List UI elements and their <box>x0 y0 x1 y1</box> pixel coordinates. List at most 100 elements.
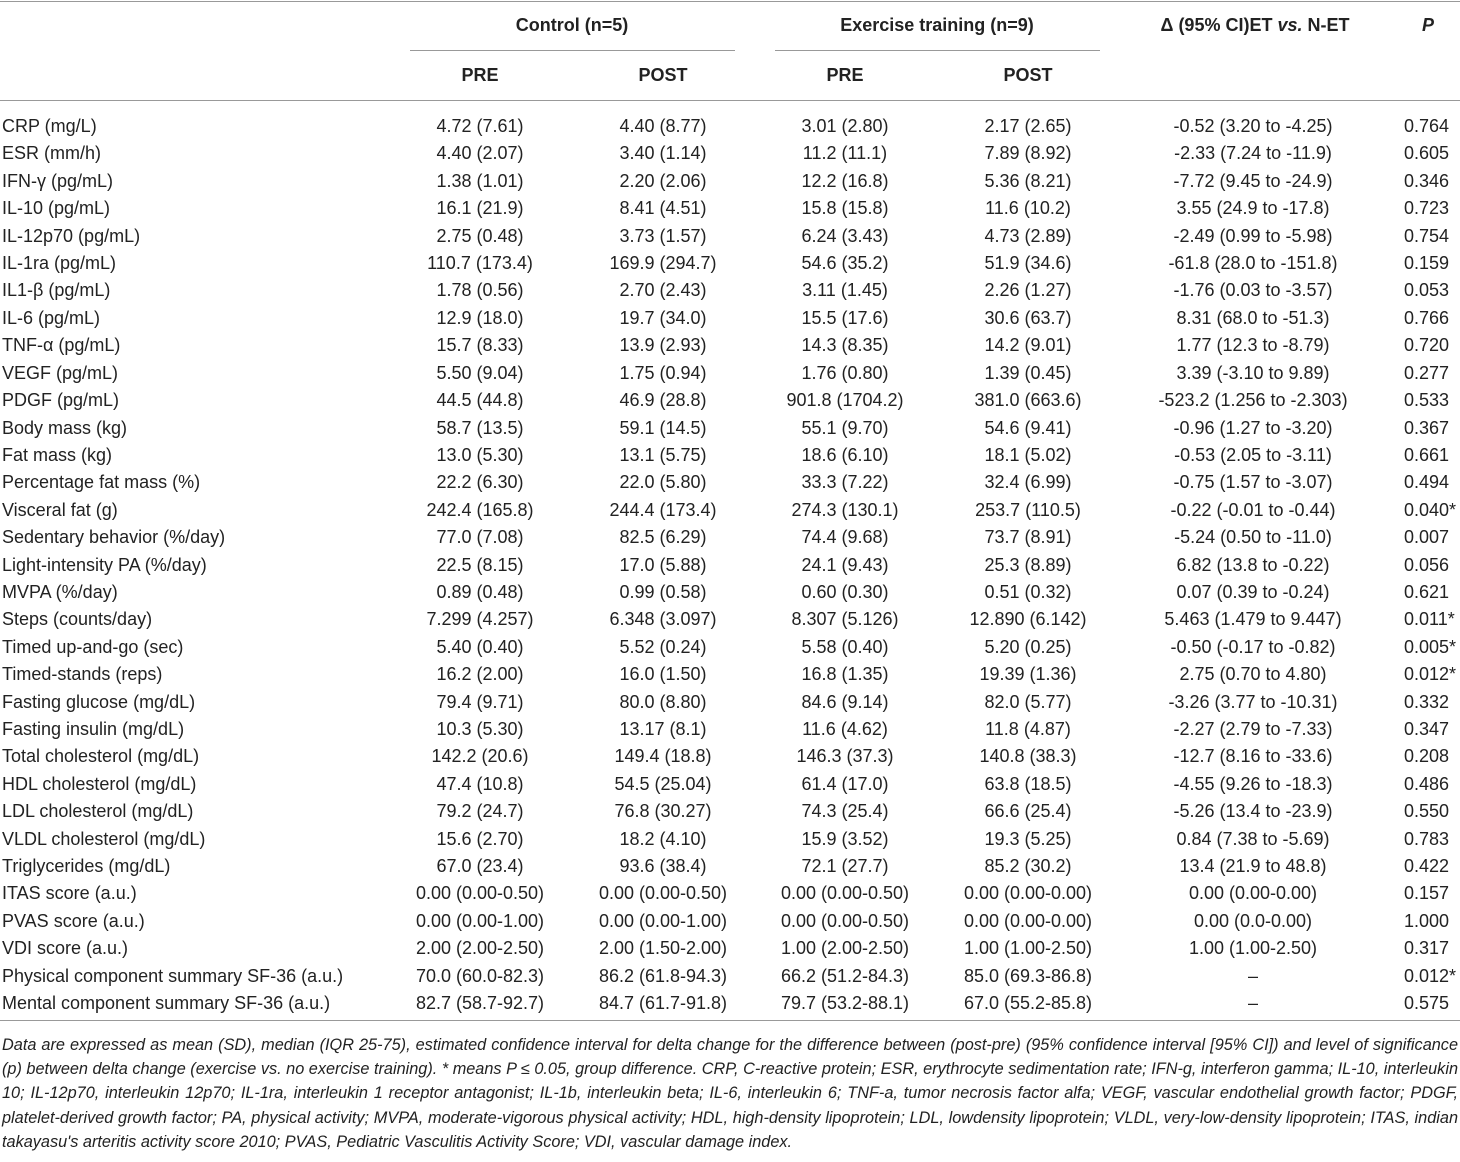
p-value: 0.053 <box>1404 280 1450 301</box>
rule <box>0 100 1460 101</box>
cell: 54.6 (35.2) <box>801 253 889 274</box>
column-header: POST <box>638 65 688 85</box>
cell: 16.1 (21.9) <box>436 198 524 219</box>
column-header: POST <box>1003 65 1053 85</box>
cell: 149.4 (18.8) <box>614 746 712 767</box>
cell: 0.84 (7.38 to -5.69) <box>1176 828 1330 849</box>
row-label: IL-1ra (pg/mL) <box>2 253 117 274</box>
header-text: Δ (95% CI)ET <box>1160 15 1278 35</box>
cell: 22.0 (5.80) <box>619 472 707 493</box>
cell: 142.2 (20.6) <box>431 746 529 767</box>
cell: -0.53 (2.05 to -3.11) <box>1174 444 1332 465</box>
cell: – <box>1247 965 1258 986</box>
cell: 74.4 (9.68) <box>801 527 889 548</box>
cell: 82.5 (6.29) <box>619 527 707 548</box>
cell: 15.9 (3.52) <box>801 828 889 849</box>
p-value: 0.764 <box>1404 116 1450 136</box>
cell: 16.2 (2.00) <box>436 664 524 685</box>
cell: 0.00 (0.00-0.00) <box>963 883 1093 904</box>
cell: 30.6 (63.7) <box>984 307 1072 328</box>
p-value: 0.766 <box>1404 307 1450 328</box>
cell: -4.55 (9.26 to -18.3) <box>1173 773 1333 794</box>
cell: 0.00 (0.0-0.00) <box>1193 910 1313 931</box>
cell: 0.00 (0.00-0.50) <box>780 883 910 904</box>
cell: 0.51 (0.32) <box>984 581 1072 602</box>
footnote: Data are expressed as mean (SD), median … <box>2 1036 1458 1151</box>
cell: 25.3 (8.89) <box>984 554 1072 575</box>
cell: 381.0 (663.6) <box>974 390 1082 411</box>
cell: 110.7 (173.4) <box>427 253 533 274</box>
cell: 2.00 (2.00-2.50) <box>415 938 545 959</box>
cell: 86.2 (61.8-94.3) <box>598 965 728 986</box>
row-label: IL-12p70 (pg/mL) <box>2 225 141 246</box>
p-value: 0.277 <box>1404 362 1450 383</box>
cell: 1.76 (0.80) <box>801 362 889 383</box>
cell: 2.20 (2.06) <box>619 170 707 191</box>
cell: 242.4 (165.8) <box>426 499 534 520</box>
row-label: CRP (mg/L) <box>2 116 97 136</box>
column-header: PRE <box>461 65 499 85</box>
row-label: Steps (counts/day) <box>2 609 153 630</box>
cell: 5.58 (0.40) <box>801 636 889 657</box>
cell: 54.5 (25.04) <box>614 773 712 794</box>
cell: 13.17 (8.1) <box>619 719 707 740</box>
cell: 44.5 (44.8) <box>436 390 524 411</box>
row-label: ESR (mm/h) <box>2 143 101 164</box>
row-label: Fasting glucose (mg/dL) <box>2 691 196 712</box>
cell: 79.4 (9.71) <box>436 691 524 712</box>
cell: 146.3 (37.3) <box>796 746 894 767</box>
cell: 15.5 (17.6) <box>801 307 889 328</box>
p-value: 0.040* <box>1404 499 1457 520</box>
row-label: Percentage fat mass (%) <box>2 472 201 493</box>
cell: 15.7 (8.33) <box>436 335 524 356</box>
cell: 3.73 (1.57) <box>619 225 707 246</box>
cell: -3.26 (3.77 to -10.31) <box>1168 691 1338 712</box>
cell: 0.00 (0.00-1.00) <box>598 910 728 931</box>
cell: 47.4 (10.8) <box>436 773 524 794</box>
cell: 66.2 (51.2-84.3) <box>780 965 910 986</box>
cell: 16.0 (1.50) <box>619 664 707 685</box>
row-label: IFN-γ (pg/mL) <box>2 170 114 191</box>
cell: 54.6 (9.41) <box>984 417 1072 438</box>
cell: 5.463 (1.479 to 9.447) <box>1164 609 1342 630</box>
cell: 82.0 (5.77) <box>984 691 1072 712</box>
cell: -12.7 (8.16 to -33.6) <box>1173 746 1333 767</box>
cell: 13.1 (5.75) <box>619 444 707 465</box>
cell: -2.33 (7.24 to -11.9) <box>1174 143 1332 164</box>
cell: 22.2 (6.30) <box>436 472 524 493</box>
cell: 51.9 (34.6) <box>984 253 1072 274</box>
rule <box>0 1020 1460 1021</box>
cell: 58.7 (13.5) <box>436 417 524 438</box>
p-header: P <box>1421 15 1434 35</box>
rule <box>410 50 735 51</box>
cell: -7.72 (9.45 to -24.9) <box>1173 170 1333 191</box>
cell: 18.6 (6.10) <box>801 444 889 465</box>
cell: -61.8 (28.0 to -151.8) <box>1168 253 1338 274</box>
row-label: Mental component summary SF-36 (a.u.) <box>2 993 331 1014</box>
column-header: PRE <box>826 65 864 85</box>
rule <box>775 50 1100 51</box>
cell: 5.52 (0.24) <box>619 636 707 657</box>
cell: 80.0 (8.80) <box>619 691 707 712</box>
cell: 67.0 (23.4) <box>436 856 524 877</box>
cell: 33.3 (7.22) <box>801 472 889 493</box>
cell: 6.24 (3.43) <box>801 225 889 246</box>
p-value: 0.012* <box>1404 664 1457 685</box>
cell: 5.36 (8.21) <box>984 170 1072 191</box>
header-text: vs. <box>1277 15 1303 35</box>
cell: -1.76 (0.03 to -3.57) <box>1173 280 1333 301</box>
cell: 32.4 (6.99) <box>984 472 1072 493</box>
cell: -5.26 (13.4 to -23.9) <box>1173 801 1333 822</box>
cell: 2.00 (1.50-2.00) <box>598 938 728 959</box>
group-header: Control (n=5) <box>515 15 629 35</box>
p-value: 0.005* <box>1404 636 1457 657</box>
p-value: 0.157 <box>1404 883 1450 904</box>
row-label: IL-6 (pg/mL) <box>2 307 101 328</box>
cell: 84.6 (9.14) <box>801 691 889 712</box>
cell: 84.7 (61.7-91.8) <box>598 993 728 1014</box>
cell: 11.2 (11.1) <box>802 143 888 164</box>
cell: 8.41 (4.51) <box>619 198 707 219</box>
cell: 5.20 (0.25) <box>984 636 1072 657</box>
row-label: Visceral fat (g) <box>2 499 118 520</box>
